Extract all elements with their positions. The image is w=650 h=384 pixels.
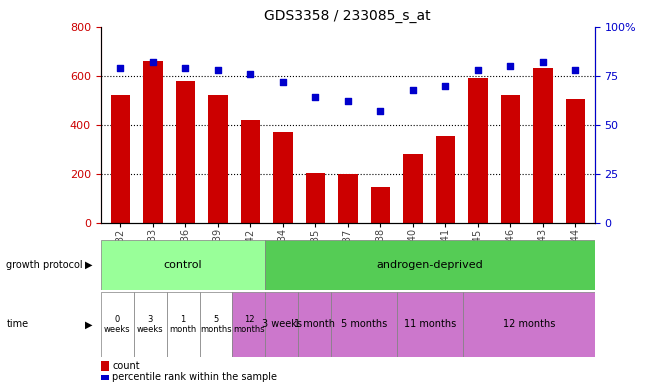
- Text: androgen-deprived: androgen-deprived: [377, 260, 484, 270]
- Bar: [338, 174, 358, 223]
- Text: control: control: [164, 260, 202, 270]
- Bar: [240, 120, 260, 223]
- Bar: [166, 292, 200, 357]
- Bar: [265, 240, 595, 290]
- Point: [245, 71, 255, 77]
- Bar: [134, 292, 166, 357]
- Bar: [332, 292, 397, 357]
- Bar: [500, 95, 520, 223]
- Text: percentile rank within the sample: percentile rank within the sample: [112, 372, 278, 382]
- Text: 3 weeks: 3 weeks: [262, 319, 302, 329]
- Point: [538, 59, 548, 65]
- Bar: [298, 292, 332, 357]
- Bar: [403, 154, 422, 223]
- Bar: [200, 292, 233, 357]
- Text: ▶: ▶: [84, 319, 92, 329]
- Text: time: time: [6, 319, 29, 329]
- Point: [375, 108, 385, 114]
- Text: 5
months: 5 months: [200, 315, 232, 334]
- Bar: [370, 187, 390, 223]
- Point: [473, 67, 483, 73]
- Bar: [101, 292, 134, 357]
- Bar: [397, 292, 463, 357]
- Text: 0
weeks: 0 weeks: [104, 315, 131, 334]
- Bar: [273, 132, 292, 223]
- Text: 1
month: 1 month: [170, 315, 197, 334]
- Text: 12 months: 12 months: [502, 319, 555, 329]
- Point: [148, 59, 158, 65]
- Bar: [208, 95, 227, 223]
- Text: 12
months: 12 months: [233, 315, 265, 334]
- Bar: [101, 240, 265, 290]
- Point: [408, 86, 418, 93]
- Bar: [111, 95, 130, 223]
- Text: 3
weeks: 3 weeks: [137, 315, 163, 334]
- Point: [310, 94, 320, 101]
- Bar: [468, 78, 488, 223]
- Point: [115, 65, 125, 71]
- Bar: [533, 68, 552, 223]
- Text: ▶: ▶: [84, 260, 92, 270]
- Point: [278, 79, 288, 85]
- Text: growth protocol: growth protocol: [6, 260, 83, 270]
- Text: 1 month: 1 month: [294, 319, 335, 329]
- Text: 5 months: 5 months: [341, 319, 387, 329]
- Point: [343, 98, 353, 104]
- Point: [213, 67, 223, 73]
- Bar: [265, 292, 298, 357]
- Bar: [436, 136, 455, 223]
- Bar: [143, 61, 162, 223]
- Bar: [566, 99, 585, 223]
- Bar: [176, 81, 195, 223]
- Text: count: count: [112, 361, 140, 371]
- Point: [505, 63, 515, 69]
- Bar: [306, 172, 325, 223]
- Point: [570, 67, 580, 73]
- Bar: [463, 292, 595, 357]
- Bar: [233, 292, 265, 357]
- Point: [180, 65, 190, 71]
- Text: 11 months: 11 months: [404, 319, 456, 329]
- Point: [440, 83, 450, 89]
- Title: GDS3358 / 233085_s_at: GDS3358 / 233085_s_at: [265, 9, 431, 23]
